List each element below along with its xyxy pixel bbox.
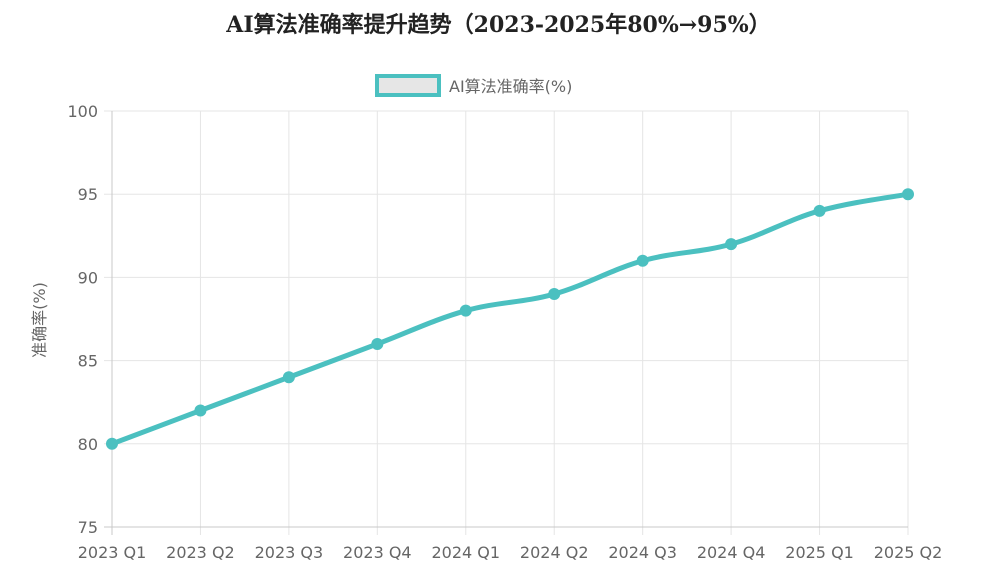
- x-tick-label: 2023 Q2: [166, 543, 235, 562]
- x-tick-label: 2023 Q1: [78, 543, 147, 562]
- y-tick-label: 95: [78, 185, 98, 204]
- chart-title: AI算法准确率提升趋势（2023-2025年80%→95%）: [226, 12, 771, 38]
- y-tick-label: 75: [78, 518, 98, 537]
- data-point[interactable]: [371, 337, 384, 350]
- x-tick-label: 2024 Q3: [608, 543, 677, 562]
- series-layer: [106, 188, 914, 450]
- data-point[interactable]: [282, 371, 295, 384]
- data-point[interactable]: [194, 404, 207, 417]
- x-axis-ticks: 2023 Q1 2023 Q2 2023 Q3 2023 Q4 2024 Q1 2024 …: [78, 543, 943, 562]
- series-line: [109, 191, 911, 447]
- x-tick-label: 2025 Q2: [874, 543, 943, 562]
- y-tick-label: 80: [78, 435, 98, 454]
- data-point[interactable]: [106, 437, 118, 450]
- data-point[interactable]: [902, 188, 914, 201]
- y-tick-label: 85: [78, 352, 98, 371]
- x-tick-label: 2023 Q3: [255, 543, 324, 562]
- x-tick-label: 2023 Q4: [343, 543, 412, 562]
- x-tick-label: 2025 Q1: [785, 543, 854, 562]
- x-tick-label: 2024 Q1: [431, 543, 500, 562]
- grid-lines: [104, 110, 909, 535]
- legend-swatch[interactable]: [375, 74, 441, 97]
- data-point[interactable]: [725, 238, 738, 251]
- axes: [111, 111, 908, 528]
- data-point[interactable]: [459, 304, 472, 317]
- data-point[interactable]: [813, 204, 826, 217]
- y-axis-ticks: 75 80 85 90 95 100: [67, 102, 98, 537]
- legend-label[interactable]: AI算法准确率(%): [449, 77, 572, 96]
- data-point[interactable]: [548, 288, 561, 301]
- y-axis-label: 准确率(%): [30, 282, 49, 358]
- y-tick-label: 100: [67, 102, 98, 121]
- data-point[interactable]: [636, 254, 649, 267]
- legend: AI算法准确率(%): [375, 74, 572, 97]
- x-tick-label: 2024 Q2: [520, 543, 589, 562]
- y-tick-label: 90: [78, 268, 98, 287]
- x-tick-label: 2024 Q4: [697, 543, 766, 562]
